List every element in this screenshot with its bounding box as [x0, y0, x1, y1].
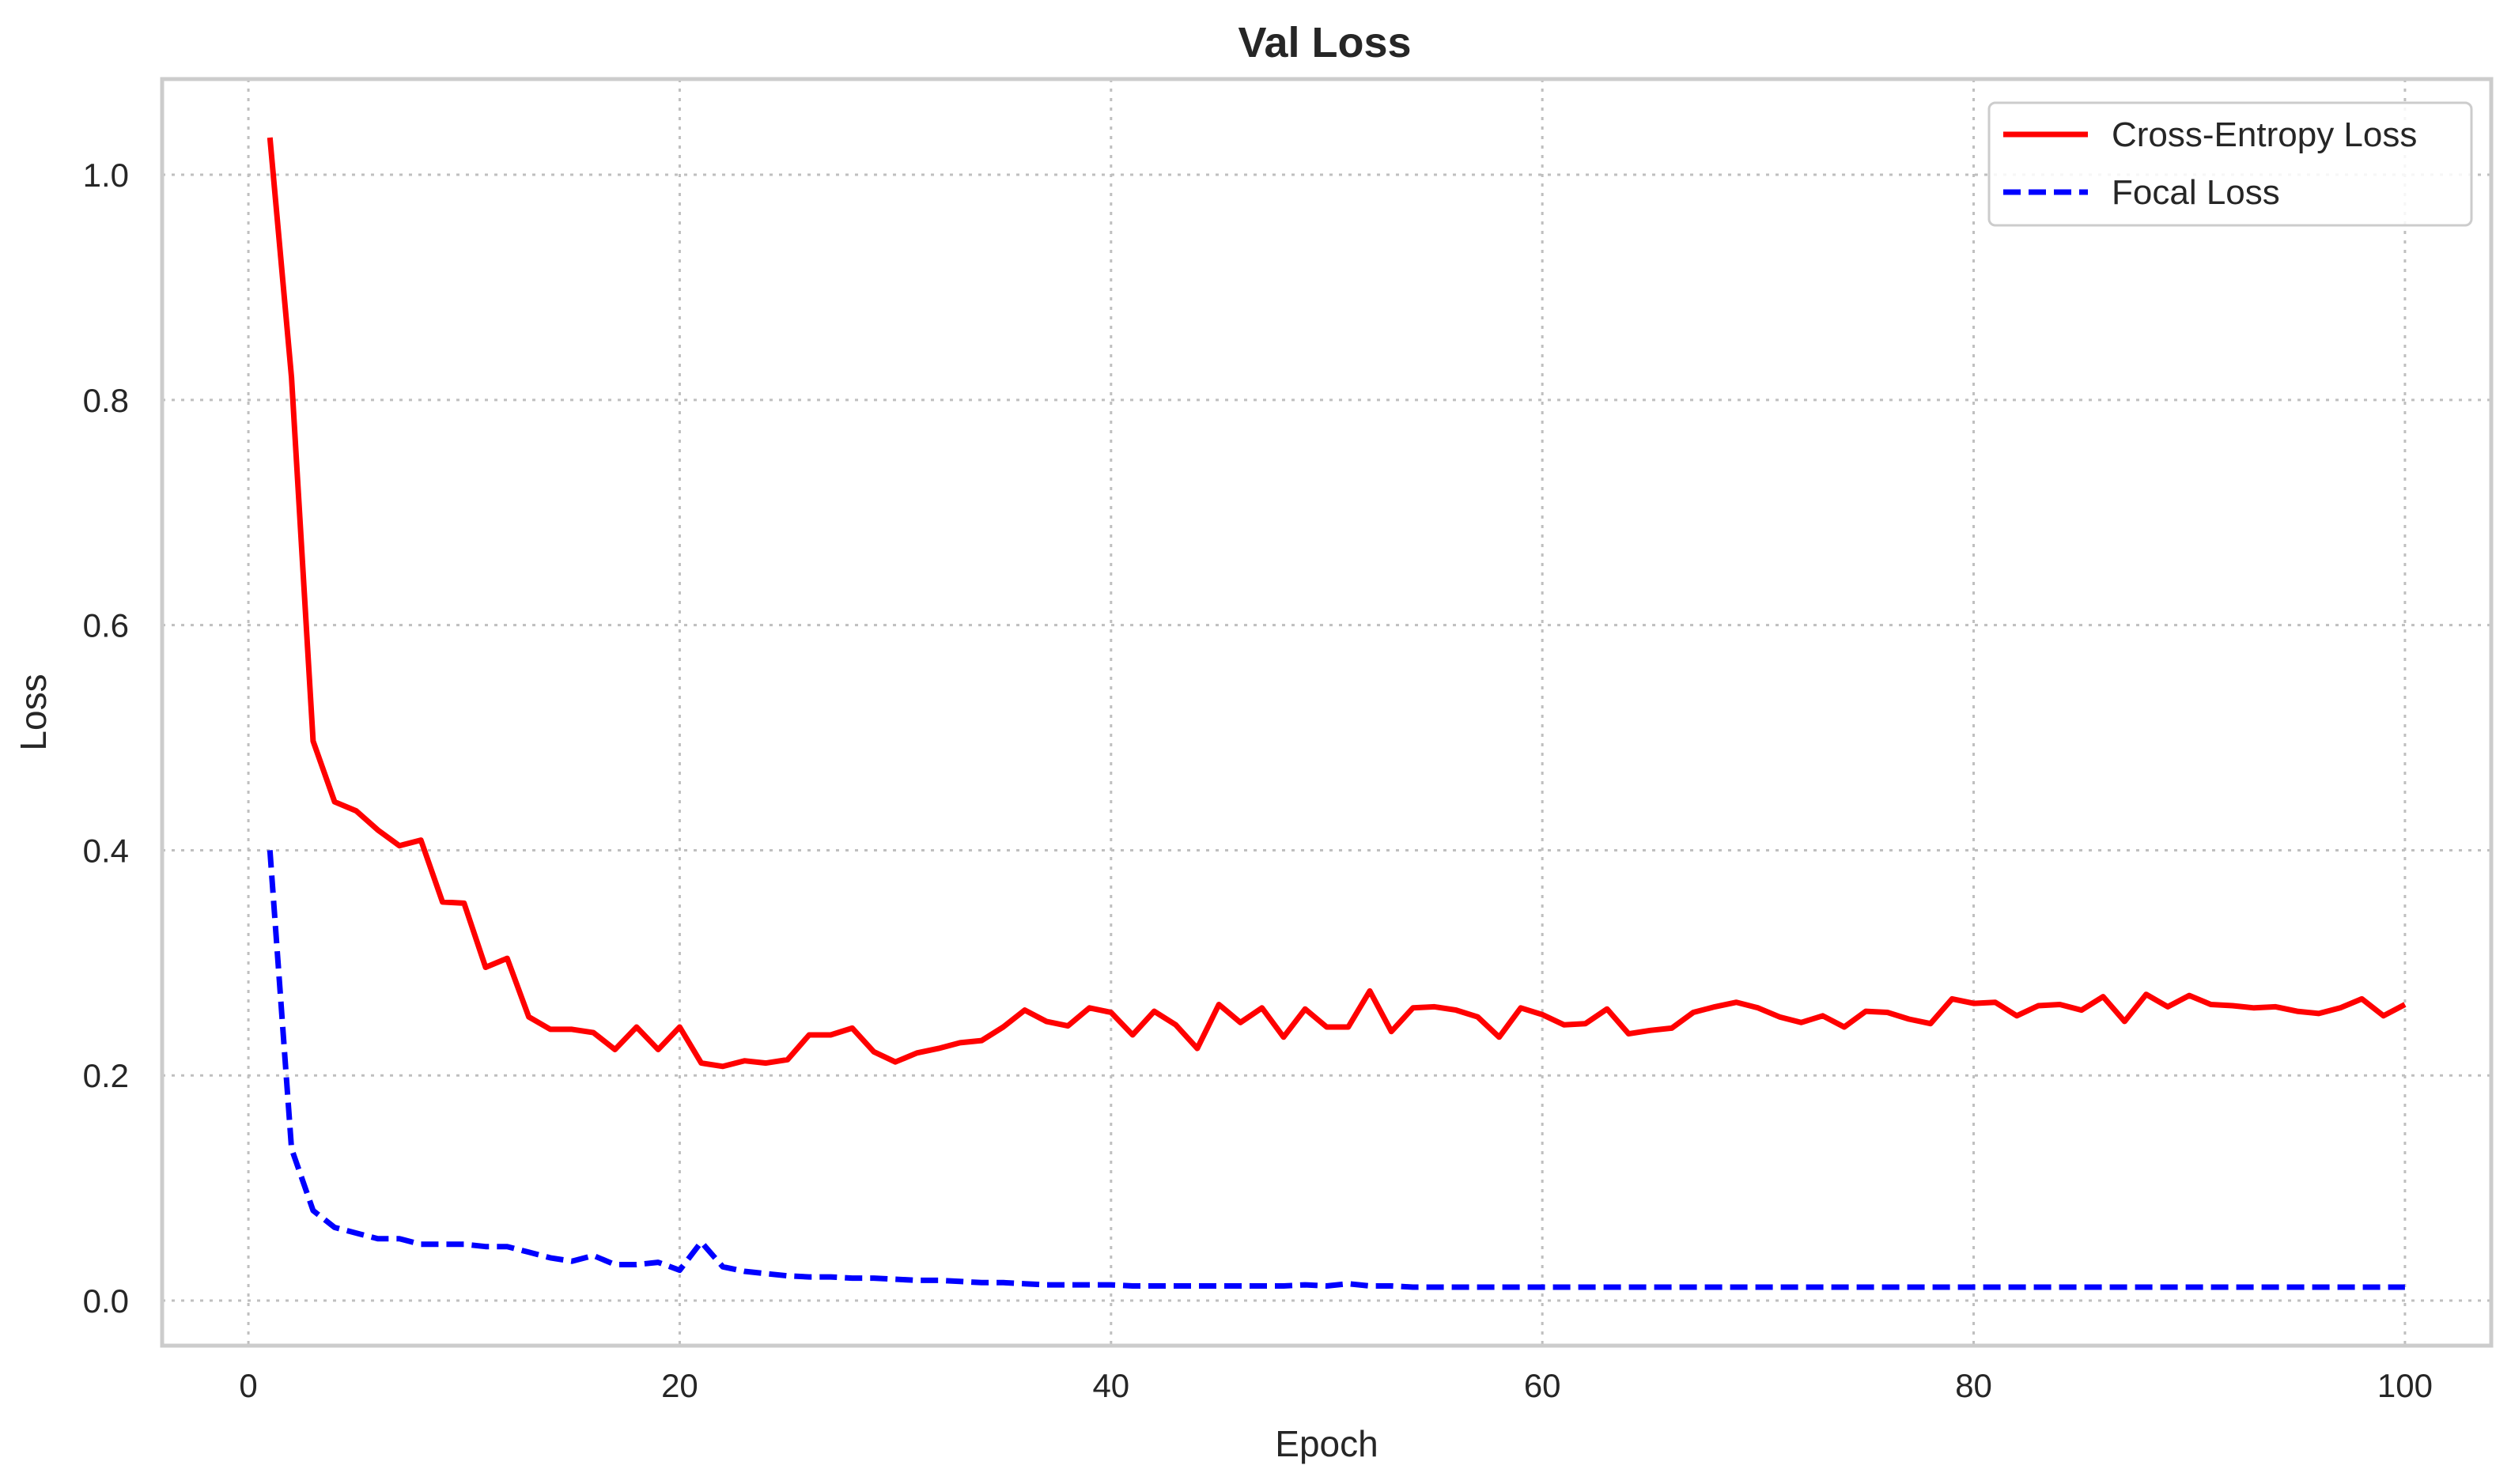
- x-axis-label: Epoch: [1275, 1423, 1378, 1464]
- y-tick-label: 0.2: [83, 1057, 129, 1094]
- series-line-focal: [267, 850, 2405, 1290]
- x-tick-label: 0: [239, 1367, 257, 1404]
- x-tick-label: 60: [1524, 1367, 1561, 1404]
- chart-title: Val Loss: [1238, 19, 1411, 66]
- y-axis-ticks: 0.0 0.2 0.4 0.6 0.8 1.0: [83, 157, 129, 1320]
- legend-label-focal: Focal Loss: [2112, 173, 2280, 212]
- y-tick-label: 1.0: [83, 157, 129, 194]
- x-tick-label: 100: [2377, 1367, 2433, 1404]
- y-axis-label: Loss: [13, 674, 54, 750]
- x-tick-label: 80: [1955, 1367, 1992, 1404]
- x-tick-label: 20: [661, 1367, 698, 1404]
- legend-box: [1987, 101, 2473, 227]
- x-tick-label: 40: [1092, 1367, 1129, 1404]
- y-tick-label: 0.8: [83, 382, 129, 419]
- x-axis-ticks: 0 20 40 60 80 100: [239, 1367, 2433, 1404]
- series-line-cross-entropy: [267, 137, 2407, 1070]
- y-tick-label: 0.0: [83, 1282, 129, 1320]
- series-layer: [267, 137, 2407, 1290]
- legend: Cross-Entropy Loss Focal Loss: [1987, 101, 2473, 227]
- y-tick-label: 0.4: [83, 832, 129, 869]
- plot-frame: [160, 77, 2494, 1348]
- legend-label-cross-entropy: Cross-Entropy Loss: [2112, 115, 2417, 154]
- y-tick-label: 0.6: [83, 607, 129, 644]
- grid: [162, 79, 2491, 1346]
